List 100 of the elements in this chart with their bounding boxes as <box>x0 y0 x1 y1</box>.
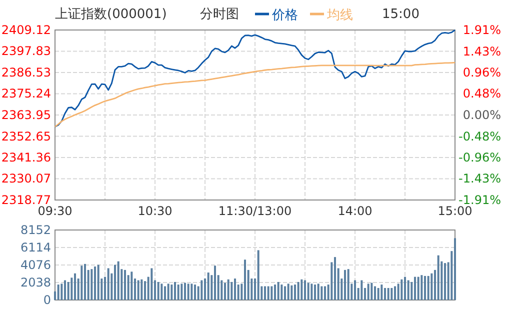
bar <box>360 280 363 300</box>
bar <box>140 279 143 300</box>
bar <box>267 286 270 300</box>
y-tick-label: 2363.95 <box>1 108 51 122</box>
bar <box>424 276 426 300</box>
bar <box>117 261 120 300</box>
y2-tick-label: -0.48% <box>458 129 501 144</box>
bar <box>207 272 210 300</box>
x-tick-label: 09:30 <box>38 204 72 218</box>
bar <box>307 282 310 300</box>
bar <box>97 264 100 300</box>
bar <box>180 284 183 300</box>
bar <box>310 284 313 300</box>
bar <box>374 286 376 300</box>
bar <box>150 268 153 300</box>
bar <box>427 276 430 300</box>
x-tick-label: 15:00 <box>438 204 472 218</box>
bar <box>437 255 440 300</box>
bar <box>420 275 423 300</box>
y-tick-label: 8152 <box>20 223 51 237</box>
y2-tick-label: -0.96% <box>458 150 501 165</box>
y-tick-label: 0 <box>43 293 51 307</box>
x-tick-label: 10:30 <box>138 204 172 218</box>
y-tick-label: 2038 <box>20 276 51 290</box>
y2-tick-label: 1.91% <box>462 23 501 37</box>
bar <box>304 280 306 300</box>
bar <box>317 284 320 300</box>
bar <box>280 284 283 300</box>
bar <box>370 282 373 300</box>
bar <box>404 276 406 300</box>
y-tick-label: 2397.83 <box>1 44 51 58</box>
bar <box>354 280 356 300</box>
bar <box>190 284 193 300</box>
y2-tick-label: -1.43% <box>458 172 501 186</box>
y2-tick-label: -1.91% <box>458 193 501 207</box>
bar <box>194 284 196 300</box>
bar <box>60 284 63 300</box>
bar <box>200 280 203 300</box>
bar <box>107 268 110 300</box>
bar <box>170 284 173 300</box>
bar <box>130 272 133 300</box>
bar <box>274 284 276 300</box>
bar <box>80 266 83 300</box>
bar <box>334 257 336 300</box>
bar <box>214 266 216 300</box>
bar <box>160 284 163 300</box>
legend-label: 价格 <box>271 8 298 23</box>
line-series <box>54 29 456 128</box>
bar <box>244 260 246 300</box>
y2-tick-label: 0.00% <box>462 108 501 122</box>
bar <box>320 286 323 300</box>
bar <box>290 285 293 300</box>
bar <box>284 286 286 300</box>
bar <box>270 286 273 300</box>
bar <box>137 280 140 300</box>
x-tick-label: 14:00 <box>338 204 372 218</box>
bar <box>174 282 176 300</box>
bar <box>377 288 380 300</box>
bar <box>407 280 410 300</box>
y-tick-label: 2409.12 <box>1 23 51 37</box>
bar <box>84 264 86 300</box>
y-tick-label: 2341.36 <box>1 150 51 164</box>
bar <box>387 288 390 300</box>
bar <box>300 279 303 300</box>
bar <box>157 282 160 300</box>
bar <box>324 286 326 300</box>
bar <box>184 282 186 300</box>
y-tick-label: 2375.24 <box>1 86 51 101</box>
y-tick-label: 2318.77 <box>1 193 51 207</box>
bar <box>57 284 60 300</box>
bar <box>230 282 233 300</box>
y-tick-label: 6114 <box>20 240 51 254</box>
bar <box>417 276 420 300</box>
bar <box>67 282 70 300</box>
bar <box>430 273 433 300</box>
bar <box>414 276 416 300</box>
text: 15:00 <box>382 7 420 22</box>
bar <box>227 279 230 300</box>
bar <box>287 284 290 300</box>
bar <box>224 282 226 300</box>
legend-label: 均线 <box>326 8 353 23</box>
bar <box>167 284 170 300</box>
bar <box>177 284 180 300</box>
bar <box>187 284 190 300</box>
bar <box>394 286 396 300</box>
bar <box>164 286 166 300</box>
bar <box>94 266 96 300</box>
bar <box>367 284 370 300</box>
bar <box>347 269 350 300</box>
bar <box>74 273 76 300</box>
chart-subtitle: 分时图 <box>200 7 239 22</box>
bar <box>264 286 266 300</box>
bar <box>297 282 300 300</box>
bar <box>380 284 383 300</box>
bar <box>257 250 260 300</box>
bar <box>384 288 386 300</box>
y2-tick-label: 1.43% <box>462 44 501 58</box>
bar <box>114 264 116 300</box>
bar <box>397 284 400 300</box>
bar <box>234 278 236 300</box>
